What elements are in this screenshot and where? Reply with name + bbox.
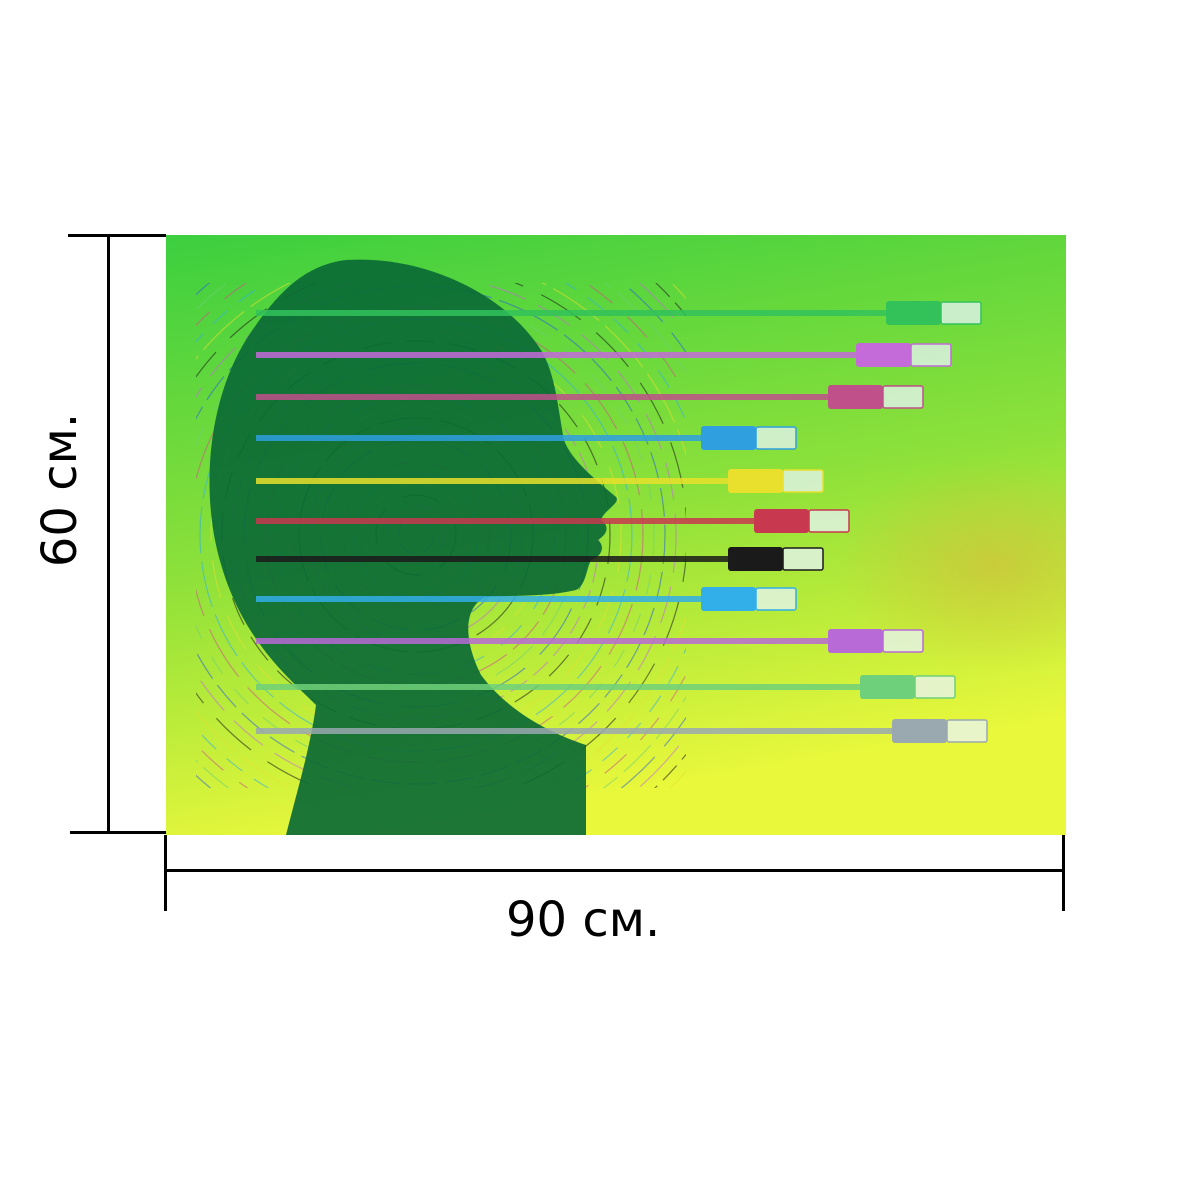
network-cable [256, 587, 797, 611]
rj45-plug [914, 675, 956, 699]
cable-boot [728, 547, 783, 571]
rj45-plug [808, 509, 850, 533]
cable-wire [256, 478, 728, 484]
width-tick-right [1062, 835, 1065, 911]
cable-boot [701, 587, 756, 611]
height-dimension-line [107, 235, 110, 833]
rj45-plug [940, 301, 982, 325]
cable-wire [256, 518, 754, 524]
cable-boot [860, 675, 915, 699]
network-cable [256, 469, 824, 493]
network-cable [256, 719, 988, 743]
cable-boot [856, 343, 911, 367]
rj45-plug [755, 426, 797, 450]
network-cables [256, 301, 988, 743]
cable-wire [256, 684, 860, 690]
cable-wire [256, 596, 701, 602]
head-cables-illustration [166, 235, 1066, 835]
rj45-plug [755, 587, 797, 611]
network-cable [256, 547, 824, 571]
print-artwork [166, 235, 1066, 835]
cable-wire [256, 638, 828, 644]
rj45-plug [782, 547, 824, 571]
width-tick-left [164, 835, 167, 911]
height-tick-top [68, 234, 166, 237]
cable-wire [256, 352, 856, 358]
cable-boot [886, 301, 941, 325]
network-cable [256, 426, 797, 450]
height-tick-bottom [70, 831, 166, 834]
network-cable [256, 675, 956, 699]
height-label: 60 см. [32, 412, 88, 568]
cable-boot [754, 509, 809, 533]
wave-ring [196, 283, 677, 788]
cable-wire [256, 310, 886, 316]
network-cable [256, 509, 850, 533]
head-silhouette [209, 259, 617, 835]
cable-wire [256, 728, 892, 734]
network-cable [256, 301, 982, 325]
rj45-plug [946, 719, 988, 743]
rj45-plug [882, 385, 924, 409]
cable-boot [892, 719, 947, 743]
cable-wire [256, 394, 828, 400]
cable-boot [828, 629, 883, 653]
cable-wire [256, 556, 728, 562]
network-cable [256, 629, 924, 653]
cable-wire [256, 435, 701, 441]
cable-boot [701, 426, 756, 450]
width-label: 90 см. [506, 892, 661, 948]
rj45-plug [910, 343, 952, 367]
cable-boot [728, 469, 783, 493]
network-cable [256, 385, 924, 409]
width-dimension-line [166, 869, 1064, 872]
cable-boot [828, 385, 883, 409]
rj45-plug [782, 469, 824, 493]
rj45-plug [882, 629, 924, 653]
network-cable [256, 343, 952, 367]
